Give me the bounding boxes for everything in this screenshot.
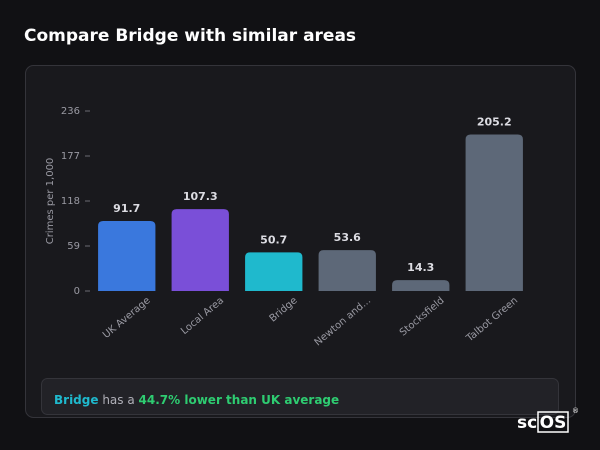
value-label: 205.2: [477, 115, 512, 128]
bar: [98, 221, 156, 291]
logo-box: [537, 411, 569, 433]
y-tick-label: 118: [61, 196, 80, 207]
value-label: 50.7: [260, 233, 287, 246]
y-axis-label: Crimes per 1,000: [45, 158, 56, 245]
value-label: 53.6: [334, 231, 361, 244]
value-label: 14.3: [407, 261, 434, 274]
logo-prefix: sc: [517, 413, 537, 433]
bar: [465, 134, 523, 291]
logo-boxed: OS: [540, 413, 567, 433]
bar: [392, 280, 450, 291]
summary-box: [41, 378, 559, 415]
y-tick-label: 177: [61, 151, 80, 162]
summary: Bridge has a 44.7% lower than UK average: [54, 393, 339, 407]
value-label: 91.7: [113, 202, 140, 215]
y-tick-label: 59: [67, 241, 80, 252]
card: [25, 65, 576, 418]
y-tick-label: 0: [74, 286, 80, 297]
summary-area: Bridge: [54, 393, 99, 407]
summary-comparison: 44.7% lower than UK average: [139, 393, 340, 407]
value-label: 107.3: [183, 190, 218, 203]
summary-text: has a: [102, 393, 134, 407]
bar: [318, 250, 376, 291]
y-tick-label: 236: [61, 106, 80, 117]
bar: [245, 252, 303, 291]
logo-mark: ®: [572, 407, 579, 415]
bar: [171, 209, 229, 291]
page-title: Compare Bridge with similar areas: [24, 26, 356, 46]
